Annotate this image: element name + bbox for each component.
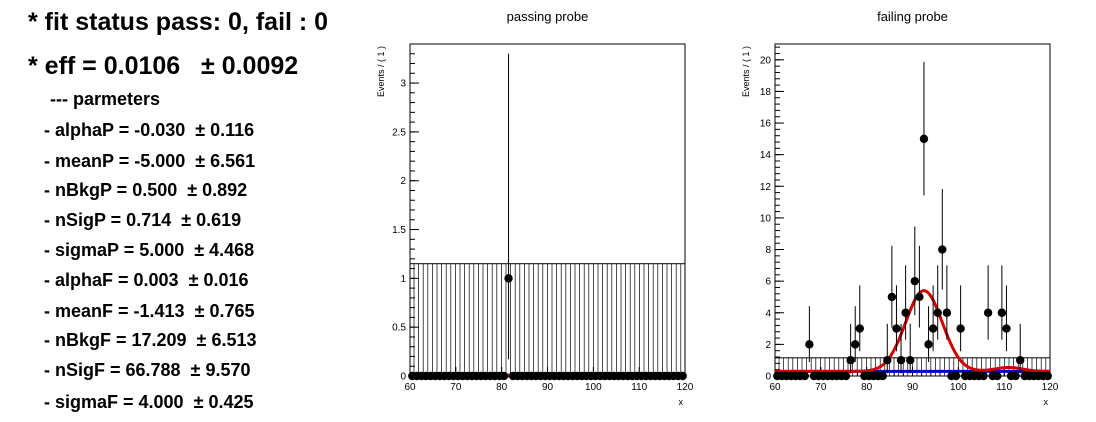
data-point-zero — [993, 371, 1002, 381]
data-point — [1002, 324, 1011, 333]
data-point — [906, 355, 915, 365]
data-point — [805, 340, 814, 349]
x-tick-label: 90 — [907, 382, 919, 393]
data-point — [901, 308, 910, 317]
x-axis-label: x — [679, 397, 684, 407]
data-point — [956, 324, 965, 333]
y-tick-label: 18 — [760, 87, 772, 98]
x-tick-label: 100 — [585, 382, 602, 393]
data-point-zero — [979, 371, 988, 381]
failing-probe-chart: failing probe 0 2 4 6 8 10 12 14 16 18 20 60 70 80 90 10… — [741, 9, 1059, 407]
passing-probe-chart: passing probe 0 0.5 1 1.5 2 2.5 3 60 70 80 90 100 110… — [376, 9, 694, 407]
hatch-lines — [413, 263, 682, 376]
data-point-zero — [841, 371, 851, 381]
x-tick-label: 120 — [677, 382, 694, 393]
y-tick-label: 10 — [760, 213, 772, 224]
y-tick-label: 1 — [400, 274, 406, 285]
data-point — [933, 308, 942, 317]
data-point — [846, 355, 855, 365]
param-nBkgF: - nBkgF = 17.209 ± 6.513 — [44, 330, 257, 350]
y-tick-label: 12 — [760, 182, 772, 193]
data-point — [983, 308, 993, 317]
data-point — [924, 340, 933, 349]
efficiency-text: * eff = 0.0106 ± 0.0092 — [28, 52, 299, 80]
y-tick-label: 2 — [765, 340, 771, 351]
param-nSigP: - nSigP = 0.714 ± 0.619 — [44, 210, 242, 230]
data-point — [1016, 355, 1025, 365]
param-sigmaF: - sigmaF = 4.000 ± 0.425 — [44, 392, 254, 412]
param-nSigF: - nSigF = 66.788 ± 9.570 — [44, 360, 251, 380]
data-point — [919, 134, 929, 144]
params-header: --- parmeters — [50, 89, 161, 109]
data-point — [887, 292, 897, 302]
x-tick-label: 90 — [542, 382, 554, 393]
y-tick-label: 2.5 — [392, 127, 406, 138]
param-alphaP: - alphaP = -0.030 ± 0.116 — [44, 120, 255, 140]
x-tick-label: 60 — [769, 382, 781, 393]
data-point-zero — [800, 371, 809, 381]
y-tick-label: 2 — [400, 176, 406, 187]
data-point — [910, 276, 919, 286]
param-alphaF: - alphaF = 0.003 ± 0.016 — [44, 270, 249, 290]
y-tick-label: 8 — [765, 245, 771, 256]
y-axis-label: Events / ( 1 ) — [741, 46, 751, 97]
y-tick-label: 0 — [765, 372, 771, 383]
x-tick-label: 80 — [861, 382, 873, 393]
fit-parameters-panel: * fit status pass: 0, fail : 0 * eff = 0… — [0, 0, 360, 422]
data-point — [938, 245, 947, 254]
data-point-zero — [1011, 371, 1020, 381]
total-fit-curve — [775, 289, 1050, 373]
y-tick-label: 3 — [400, 79, 406, 90]
param-meanF: - meanF = -1.413 ± 0.765 — [44, 301, 255, 321]
y-tick-label: 1.5 — [392, 225, 406, 236]
chart-title: passing probe — [507, 9, 589, 24]
x-tick-label: 100 — [950, 382, 967, 393]
param-meanP: - meanP = -5.000 ± 6.561 — [44, 151, 256, 171]
y-tick-label: 0.5 — [392, 323, 406, 334]
data-point — [896, 355, 906, 365]
data-point — [942, 308, 952, 317]
x-tick-label: 60 — [404, 382, 416, 393]
data-point — [892, 324, 901, 333]
data-point — [851, 340, 860, 349]
data-point-zero — [678, 371, 687, 381]
data-point — [915, 292, 924, 302]
data-point — [928, 324, 938, 333]
y-tick-label: 14 — [760, 150, 772, 161]
x-axis-label: x — [1044, 397, 1049, 407]
data-point — [883, 355, 892, 365]
x-tick-label: 80 — [496, 382, 508, 393]
param-sigmaP: - sigmaP = 5.000 ± 4.468 — [44, 240, 255, 260]
data-point — [855, 324, 864, 333]
x-tick-label: 70 — [450, 382, 462, 393]
y-tick-label: 4 — [765, 308, 771, 319]
param-nBkgP: - nBkgP = 0.500 ± 0.892 — [44, 180, 248, 200]
x-tick-label: 110 — [631, 382, 647, 393]
data-point — [504, 274, 513, 283]
data-point-zero — [499, 371, 509, 381]
y-tick-label: 0 — [400, 372, 406, 383]
x-tick-label: 70 — [815, 382, 827, 393]
data-point-zero — [1043, 371, 1052, 381]
data-point-zero — [951, 371, 961, 381]
data-point-zero — [878, 371, 887, 381]
y-tick-label: 6 — [765, 277, 771, 288]
y-tick-label: 20 — [760, 55, 772, 66]
chart-title: failing probe — [877, 9, 948, 24]
y-tick-label: 16 — [760, 119, 772, 130]
x-tick-label: 120 — [1042, 382, 1059, 393]
data-point — [997, 308, 1007, 317]
y-axis-label: Events / ( 1 ) — [376, 46, 386, 97]
x-tick-label: 110 — [996, 382, 1012, 393]
fit-status-text: * fit status pass: 0, fail : 0 — [28, 8, 329, 36]
